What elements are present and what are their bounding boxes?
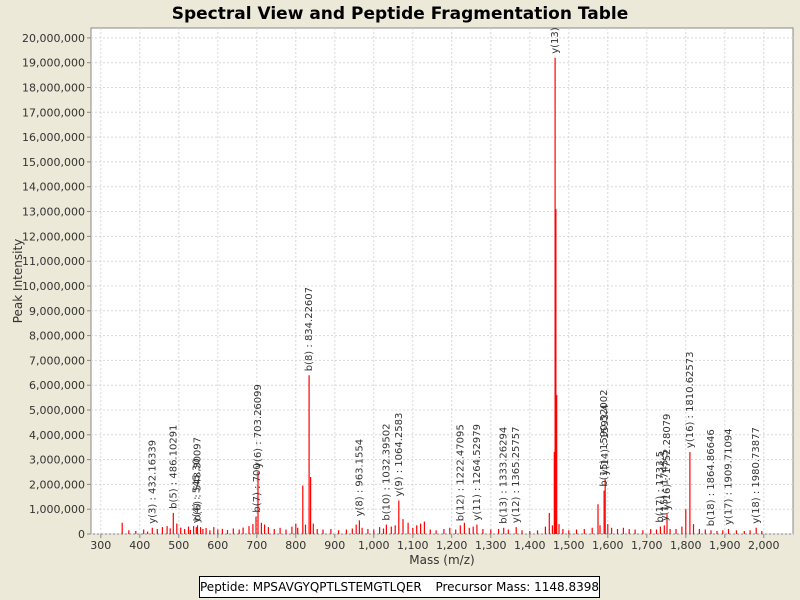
- y-tick-label: 19,000,000: [22, 57, 85, 70]
- x-tick-label: 800: [285, 539, 306, 552]
- x-tick-label: 1,100: [397, 539, 429, 552]
- x-tick-label: 1,900: [709, 539, 741, 552]
- fragment-annotation: b(18) : 1864.86646: [706, 429, 717, 526]
- x-tick-label: 1,800: [670, 539, 702, 552]
- x-tick-label: 2,000: [748, 539, 780, 552]
- y-tick-label: 5,000,000: [29, 404, 85, 417]
- x-tick-label: 1,600: [592, 539, 624, 552]
- y-tick-label: 3,000,000: [29, 454, 85, 467]
- y-tick-label: 12,000,000: [22, 230, 85, 243]
- peptide-label: Peptide:: [200, 580, 249, 594]
- precursor-mass-value: 1148.8398: [534, 580, 599, 594]
- x-tick-label: 700: [246, 539, 267, 552]
- spectrum-chart: Spectral View and Peptide Fragmentation …: [11, 4, 794, 567]
- fragment-annotation: y(15) : 1745.5: [660, 450, 671, 521]
- fragment-annotation: b(10) : 1032.39502: [381, 424, 392, 521]
- fragment-annotation: y(13): [550, 27, 561, 54]
- x-axis: 300 400 500 600 700 800 900 1,000 1,100 1,200 1,30…: [90, 534, 780, 552]
- y-tick-label: 9,000,000: [29, 305, 85, 318]
- fragment-annotation: b(7) : 700: [252, 463, 263, 512]
- x-tick-label: 1,000: [358, 539, 390, 552]
- x-tick-label: 300: [90, 539, 111, 552]
- peptide-info-box: Peptide: MPSAVGYQPTLSTEMGTLQER Precursor …: [199, 576, 600, 598]
- fragment-annotation: b(13) : 1333.26294: [499, 427, 510, 524]
- precursor-mass-label: Precursor Mass:: [435, 580, 531, 594]
- y-tick-label: 6,000,000: [29, 379, 85, 392]
- peak-series: [121, 57, 763, 534]
- x-axis-label: Mass (m/z): [409, 553, 474, 567]
- x-tick-label: 1,700: [631, 539, 663, 552]
- y-tick-label: 14,000,000: [22, 181, 85, 194]
- peptide-sequence: MPSAVGYQPTLSTEMGTLQER: [252, 580, 422, 594]
- fragment-annotation: y(17) : 1909.71094: [724, 428, 735, 525]
- fragment-annotation: y(9) : 1064.2583: [394, 413, 405, 497]
- chart-title: Spectral View and Peptide Fragmentation …: [172, 4, 629, 24]
- fragment-annotation: b(12) : 1222.47095: [456, 424, 467, 521]
- y-tick-label: 10,000,000: [22, 280, 85, 293]
- fragment-annotation: b(5) : 486.10291: [168, 425, 179, 509]
- x-tick-label: 900: [324, 539, 345, 552]
- y-tick-label: 8,000,000: [29, 330, 85, 343]
- fragment-annotation: y(16) : 1752.28079: [662, 414, 673, 511]
- y-tick-label: 20,000,000: [22, 32, 85, 45]
- fragment-annotation: y(14) : 1593.4: [600, 404, 611, 475]
- y-tick-label: 2,000,000: [29, 478, 85, 491]
- y-axis: 0 1,000,000 2,000,000 3,000,000 4,000,000 5,0…: [22, 32, 91, 541]
- y-tick-label: 16,000,000: [22, 131, 85, 144]
- x-tick-label: 600: [207, 539, 228, 552]
- y-tick-label: 4,000,000: [29, 429, 85, 442]
- x-tick-label: 1,300: [475, 539, 507, 552]
- x-tick-label: 1,200: [436, 539, 468, 552]
- fragment-annotation: y(16) : 1810.62573: [685, 351, 696, 448]
- y-tick-label: 7,000,000: [29, 354, 85, 367]
- y-tick-label: 18,000,000: [22, 82, 85, 95]
- fragment-annotation: y(6) : 703.26099: [253, 384, 264, 468]
- y-axis-label: Peak Intensity: [11, 239, 25, 324]
- fragment-annotation: y(12) : 1365.25757: [511, 426, 522, 523]
- fragment-annotation: b(6) : 548.30097: [193, 437, 204, 521]
- fragment-annotation: y(4) : 545.30: [191, 458, 202, 523]
- y-tick-label: 13,000,000: [22, 206, 85, 219]
- y-tick-label: 17,000,000: [22, 106, 85, 119]
- y-tick-label: 0: [78, 528, 85, 541]
- fragment-annotations: y(3) : 432.16339 b(5) : 486.10291 y(4) : 5…: [147, 27, 762, 526]
- y-tick-label: 15,000,000: [22, 156, 85, 169]
- x-tick-label: 1,500: [553, 539, 585, 552]
- y-tick-label: 11,000,000: [22, 255, 85, 268]
- fragment-annotation: b(8) : 834.22607: [304, 287, 315, 371]
- fragment-annotation: b(17) : 1733.5: [655, 451, 666, 523]
- fragment-annotation: y(18) : 1980.73877: [751, 427, 762, 524]
- fragment-annotation: b(15) : 1590.52002: [599, 390, 610, 487]
- fragment-annotation: y(11) : 1264.52979: [472, 424, 483, 521]
- x-tick-label: 500: [168, 539, 189, 552]
- fragment-annotation: y(8) : 963.1554: [354, 439, 365, 517]
- y-tick-label: 1,000,000: [29, 503, 85, 516]
- x-tick-label: 1,400: [514, 539, 546, 552]
- fragment-annotation: y(3) : 432.16339: [147, 440, 158, 524]
- x-tick-label: 400: [129, 539, 150, 552]
